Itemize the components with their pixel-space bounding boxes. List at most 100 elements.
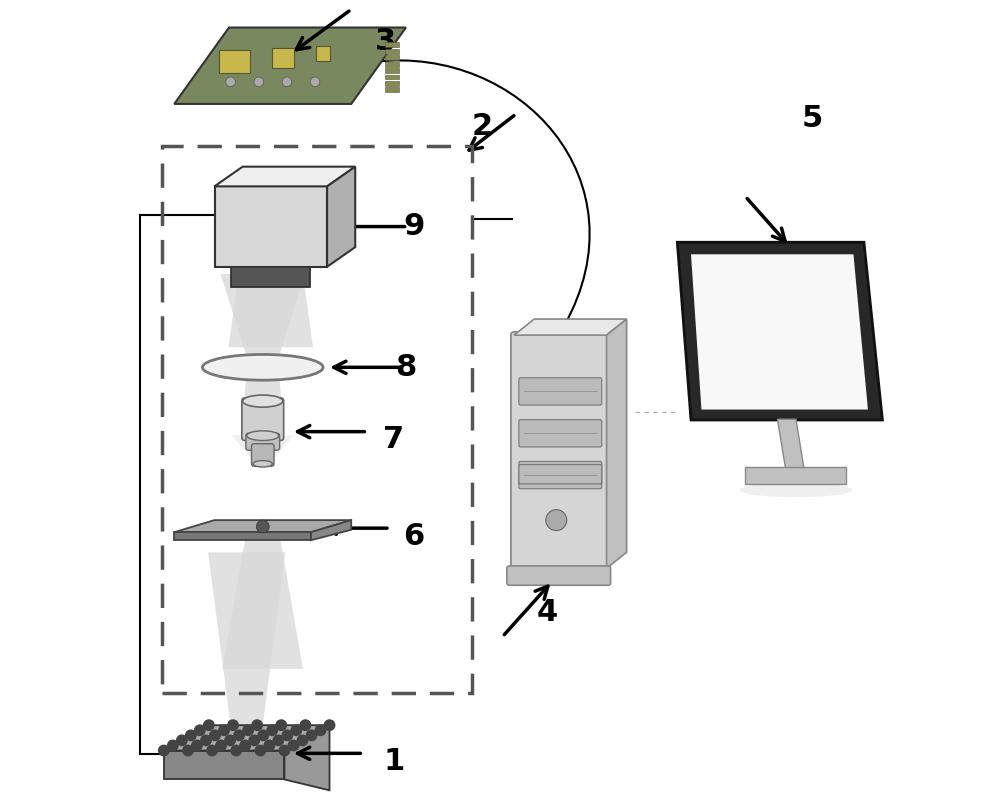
Text: 5: 5 — [802, 103, 823, 132]
FancyBboxPatch shape — [519, 462, 602, 489]
Circle shape — [228, 720, 238, 730]
Polygon shape — [174, 27, 406, 104]
Circle shape — [225, 735, 235, 746]
Polygon shape — [777, 419, 804, 468]
Circle shape — [282, 730, 293, 741]
Circle shape — [258, 730, 268, 741]
Bar — [316, 47, 330, 61]
FancyBboxPatch shape — [246, 433, 280, 450]
Text: 8: 8 — [395, 353, 417, 382]
Text: 3: 3 — [375, 27, 396, 56]
Bar — [385, 61, 399, 66]
Circle shape — [195, 725, 205, 735]
Circle shape — [186, 730, 196, 741]
FancyBboxPatch shape — [507, 566, 611, 585]
Circle shape — [254, 77, 264, 86]
FancyBboxPatch shape — [511, 332, 610, 571]
Circle shape — [315, 725, 326, 735]
Polygon shape — [311, 521, 351, 540]
Circle shape — [210, 730, 220, 741]
Circle shape — [192, 740, 202, 751]
Polygon shape — [691, 254, 868, 409]
Bar — [272, 48, 294, 68]
Polygon shape — [208, 552, 285, 725]
Text: 1: 1 — [383, 747, 405, 776]
Polygon shape — [284, 725, 330, 790]
Circle shape — [291, 725, 302, 735]
Circle shape — [288, 740, 299, 751]
Circle shape — [297, 735, 308, 746]
Bar — [385, 43, 399, 48]
Polygon shape — [174, 532, 311, 540]
Circle shape — [306, 730, 317, 741]
Polygon shape — [164, 725, 330, 751]
Circle shape — [273, 735, 284, 746]
Circle shape — [324, 720, 335, 730]
Bar — [385, 55, 399, 60]
Polygon shape — [174, 521, 351, 532]
Circle shape — [207, 746, 217, 755]
Circle shape — [159, 746, 169, 755]
Bar — [219, 51, 250, 73]
FancyBboxPatch shape — [519, 465, 602, 484]
Ellipse shape — [202, 354, 323, 380]
FancyBboxPatch shape — [519, 378, 602, 405]
Ellipse shape — [253, 461, 272, 467]
Bar — [385, 74, 399, 79]
Polygon shape — [223, 539, 303, 669]
Circle shape — [183, 746, 193, 755]
Circle shape — [240, 740, 250, 751]
Circle shape — [177, 735, 187, 746]
Circle shape — [243, 725, 253, 735]
Circle shape — [219, 725, 229, 735]
Circle shape — [234, 730, 244, 741]
Polygon shape — [221, 274, 305, 354]
Circle shape — [279, 746, 290, 755]
Circle shape — [168, 740, 178, 751]
Text: 4: 4 — [536, 598, 557, 627]
Circle shape — [256, 521, 269, 533]
Polygon shape — [514, 319, 627, 335]
Circle shape — [231, 746, 241, 755]
Circle shape — [252, 720, 262, 730]
Bar — [385, 81, 399, 86]
Bar — [385, 87, 399, 92]
Polygon shape — [677, 242, 882, 420]
Circle shape — [276, 720, 286, 730]
Ellipse shape — [243, 395, 283, 407]
Ellipse shape — [247, 431, 279, 441]
Text: 2: 2 — [472, 111, 493, 140]
Circle shape — [300, 720, 311, 730]
Polygon shape — [215, 186, 327, 267]
Bar — [385, 68, 399, 73]
Polygon shape — [215, 167, 355, 186]
Text: 9: 9 — [403, 212, 425, 241]
Circle shape — [216, 740, 226, 751]
Bar — [385, 49, 399, 53]
Circle shape — [249, 735, 259, 746]
Polygon shape — [229, 286, 313, 347]
Circle shape — [264, 740, 275, 751]
Text: 6: 6 — [403, 521, 425, 550]
FancyBboxPatch shape — [251, 444, 274, 466]
Circle shape — [201, 735, 211, 746]
Circle shape — [204, 720, 214, 730]
FancyBboxPatch shape — [519, 420, 602, 447]
FancyBboxPatch shape — [242, 398, 284, 441]
Text: 7: 7 — [383, 425, 405, 454]
Ellipse shape — [740, 483, 852, 497]
Polygon shape — [243, 380, 283, 420]
Bar — [162, 146, 472, 693]
Circle shape — [226, 77, 235, 86]
Circle shape — [255, 746, 266, 755]
Circle shape — [267, 725, 277, 735]
Polygon shape — [232, 436, 293, 462]
Circle shape — [546, 510, 567, 530]
Circle shape — [282, 77, 292, 86]
Polygon shape — [607, 319, 627, 568]
Circle shape — [310, 77, 320, 86]
Polygon shape — [745, 467, 846, 484]
Polygon shape — [327, 167, 355, 267]
Polygon shape — [231, 267, 310, 286]
Polygon shape — [164, 751, 284, 780]
